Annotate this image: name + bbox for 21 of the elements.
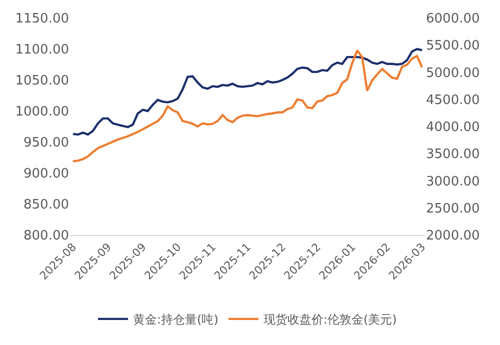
y2-tick-label: 6000.00 (426, 12, 480, 27)
line-series (72, 49, 424, 162)
y-tick-label: 950.00 (24, 136, 69, 151)
y-tick-label: 1050.00 (15, 74, 69, 89)
y2-tick-label: 2000.00 (426, 228, 480, 244)
y-tick-label: 900.00 (24, 166, 69, 182)
y-tick-label: 1100.00 (15, 42, 69, 58)
legend-label: 黄金:持仓量(吨) (133, 312, 218, 327)
y2-tick-label: 5500.00 (426, 38, 480, 54)
y2-tick-label: 4000.00 (426, 120, 480, 136)
line-series (72, 48, 424, 136)
y2-tick-label: 5000.00 (426, 66, 480, 81)
legend-label: 现货收盘价:伦敦金(美元) (263, 312, 397, 327)
y2-tick-label: 3500.00 (426, 147, 480, 162)
y2-tick-label: 3000.00 (426, 174, 480, 190)
y2-tick-label: 2500.00 (426, 201, 480, 216)
y-tick-label: 1150.00 (15, 12, 69, 27)
y2-tick-label: 4500.00 (426, 92, 480, 108)
y-tick-label: 850.00 (24, 198, 69, 213)
y-tick-label: 1000.00 (15, 104, 69, 120)
y-tick-label: 800.00 (24, 228, 69, 244)
